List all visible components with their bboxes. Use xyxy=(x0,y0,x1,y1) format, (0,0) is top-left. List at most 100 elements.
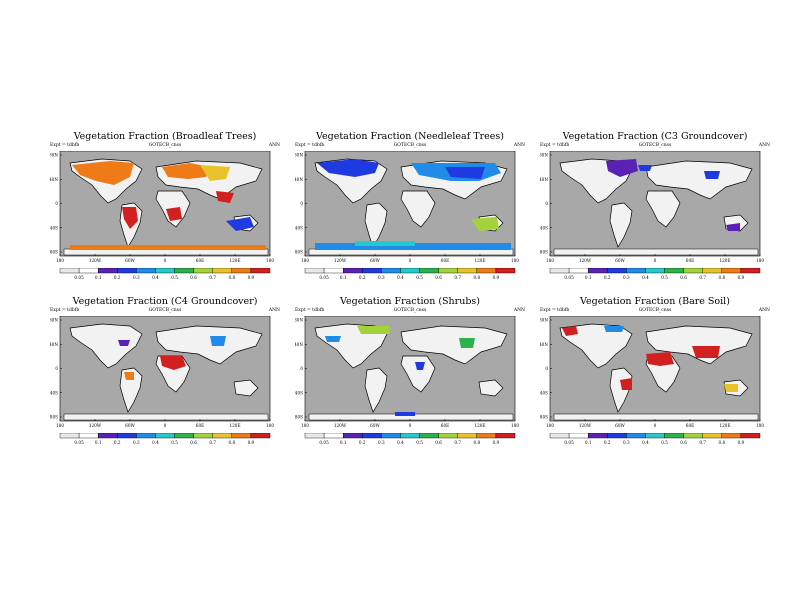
colorbar-segment xyxy=(476,433,497,439)
colorbar-segment xyxy=(362,268,382,274)
colorbar-segment xyxy=(721,268,742,274)
colorbar-segment xyxy=(212,433,233,439)
colorbar-segment xyxy=(323,268,344,274)
panel-bare-soil: Vegetation Fraction (Bare Soil) Expt = t… xyxy=(540,296,770,446)
colorbar-segment xyxy=(721,433,742,439)
lon-tick-label: 60W xyxy=(370,423,380,428)
expt-label: Expt = tdbfb xyxy=(50,308,80,313)
colorbar-segment xyxy=(683,268,703,274)
colorbar-segment xyxy=(626,268,646,274)
lon-tick-label: 120E xyxy=(229,258,240,263)
lon-tick-label: 120W xyxy=(89,258,102,263)
colorbar-segment xyxy=(702,433,723,439)
colorbar-tick-label: 0.5 xyxy=(416,275,423,280)
colorbar-segment xyxy=(304,268,325,274)
lon-tick-label: 180 xyxy=(301,423,309,428)
lat-tick-label: 80N xyxy=(50,318,58,323)
lon-tick-label: 180 xyxy=(266,423,274,428)
lon-tick-label: 0 xyxy=(164,423,167,428)
panel-c4-groundcover: Vegetation Fraction (C4 Groundcover) Exp… xyxy=(50,296,280,446)
lon-tick-label: 120W xyxy=(579,423,592,428)
colorbar-segment xyxy=(193,433,213,439)
land-masses xyxy=(553,323,759,421)
lat-tick-label: 80S xyxy=(295,415,303,420)
colorbar-segment xyxy=(174,268,194,274)
lon-tick-label: 60W xyxy=(615,423,625,428)
colorbar-tick-label: 0.6 xyxy=(435,440,442,445)
colorbar-segment xyxy=(362,433,382,439)
colorbar-segment xyxy=(664,268,684,274)
lat-tick-label: 80N xyxy=(540,318,548,323)
colorbar-tick-label: 0.4 xyxy=(642,440,649,445)
lon-tick-label: 0 xyxy=(654,258,657,263)
colorbar-segment xyxy=(59,433,80,439)
lon-tick-label: 180 xyxy=(511,423,519,428)
colorbar-segment xyxy=(97,268,118,274)
colorbar-segment xyxy=(587,433,608,439)
lon-tick-label: 120W xyxy=(334,258,347,263)
colorbar-tick-label: 0.3 xyxy=(133,440,140,445)
land-masses xyxy=(553,158,759,256)
lon-tick-label: 60W xyxy=(125,258,135,263)
colorbar-segment xyxy=(250,268,271,274)
colorbar-tick-label: 0.6 xyxy=(680,275,687,280)
lon-tick-label: 180 xyxy=(301,258,309,263)
lat-tick-label: 80S xyxy=(540,250,548,255)
lon-tick-label: 60E xyxy=(686,423,694,428)
colorbar-tick-label: 0.05 xyxy=(74,440,84,445)
colorbar-tick-label: 0.1 xyxy=(340,275,347,280)
colorbar-tick-label: 0.5 xyxy=(661,440,668,445)
colorbar-segment xyxy=(304,433,325,439)
lat-tick-label: 80S xyxy=(50,415,58,420)
lon-tick-label: 60E xyxy=(196,258,204,263)
lon-tick-label: 60W xyxy=(370,258,380,263)
colorbar-segment xyxy=(587,268,608,274)
lat-tick-label: 80N xyxy=(295,153,303,158)
annual-label: ANN xyxy=(513,308,525,313)
lon-tick-label: 60E xyxy=(441,258,449,263)
lon-tick-label: 180 xyxy=(546,423,554,428)
colorbar-tick-label: 0.8 xyxy=(718,440,725,445)
lon-tick-label: 120E xyxy=(719,423,730,428)
lon-tick-label: 120W xyxy=(334,423,347,428)
colorbar-segment xyxy=(212,268,233,274)
colorbar-segment xyxy=(607,268,627,274)
colorbar-segment xyxy=(740,268,761,274)
colorbar-tick-label: 0.9 xyxy=(248,275,255,280)
panel-c3-groundcover: Vegetation Fraction (C3 Groundcover) Exp… xyxy=(540,131,770,281)
colorbar-segment xyxy=(231,433,252,439)
lat-tick-label: 0 xyxy=(300,201,303,206)
colorbar-tick-label: 0.7 xyxy=(454,275,461,280)
expt-label: Expt = tdbfb xyxy=(540,143,570,148)
colorbar-tick-label: 0.1 xyxy=(95,275,102,280)
colorbar-tick-label: 0.05 xyxy=(564,275,574,280)
lat-tick-label: 0 xyxy=(55,201,58,206)
colorbar-segment xyxy=(78,268,99,274)
colorbar-tick-label: 0.1 xyxy=(585,275,592,280)
colorbar-segment xyxy=(250,433,271,439)
lat-tick-label: 80S xyxy=(295,250,303,255)
colorbar-tick-label: 0.6 xyxy=(435,275,442,280)
lat-tick-label: 40N xyxy=(50,177,58,182)
map-shrubs: 80N 40N 0 40S 80S 180 120W 60W 0 60E 120E 180 xyxy=(295,316,519,428)
colorbar-tick-label: 0.9 xyxy=(248,440,255,445)
colorbar-segment xyxy=(549,433,570,439)
land-masses xyxy=(308,323,514,421)
lon-tick-label: 60E xyxy=(686,258,694,263)
lat-tick-label: 40S xyxy=(295,390,303,395)
colorbar-tick-label: 0.7 xyxy=(209,440,216,445)
colorbar-segment xyxy=(381,433,401,439)
colorbar-tick-label: 0.2 xyxy=(604,440,611,445)
expt-label: Expt = tdbfb xyxy=(295,143,325,148)
lon-tick-label: 0 xyxy=(409,258,412,263)
colorbar-segment xyxy=(136,433,156,439)
lat-tick-label: 80S xyxy=(50,250,58,255)
lon-tick-label: 180 xyxy=(756,258,764,263)
colorbar-tick-label: 0.6 xyxy=(190,275,197,280)
colorbar-tick-label: 0.2 xyxy=(114,440,121,445)
colorbar-segment xyxy=(117,433,137,439)
colorbar-tick-label: 0.7 xyxy=(699,275,706,280)
colorbar: 0.05 0.1 0.2 0.3 0.4 0.5 0.6 0.7 0.8 0.9 xyxy=(59,268,271,280)
colorbar-tick-label: 0.8 xyxy=(228,440,235,445)
run-code: GOTECB_cnss xyxy=(148,308,182,313)
